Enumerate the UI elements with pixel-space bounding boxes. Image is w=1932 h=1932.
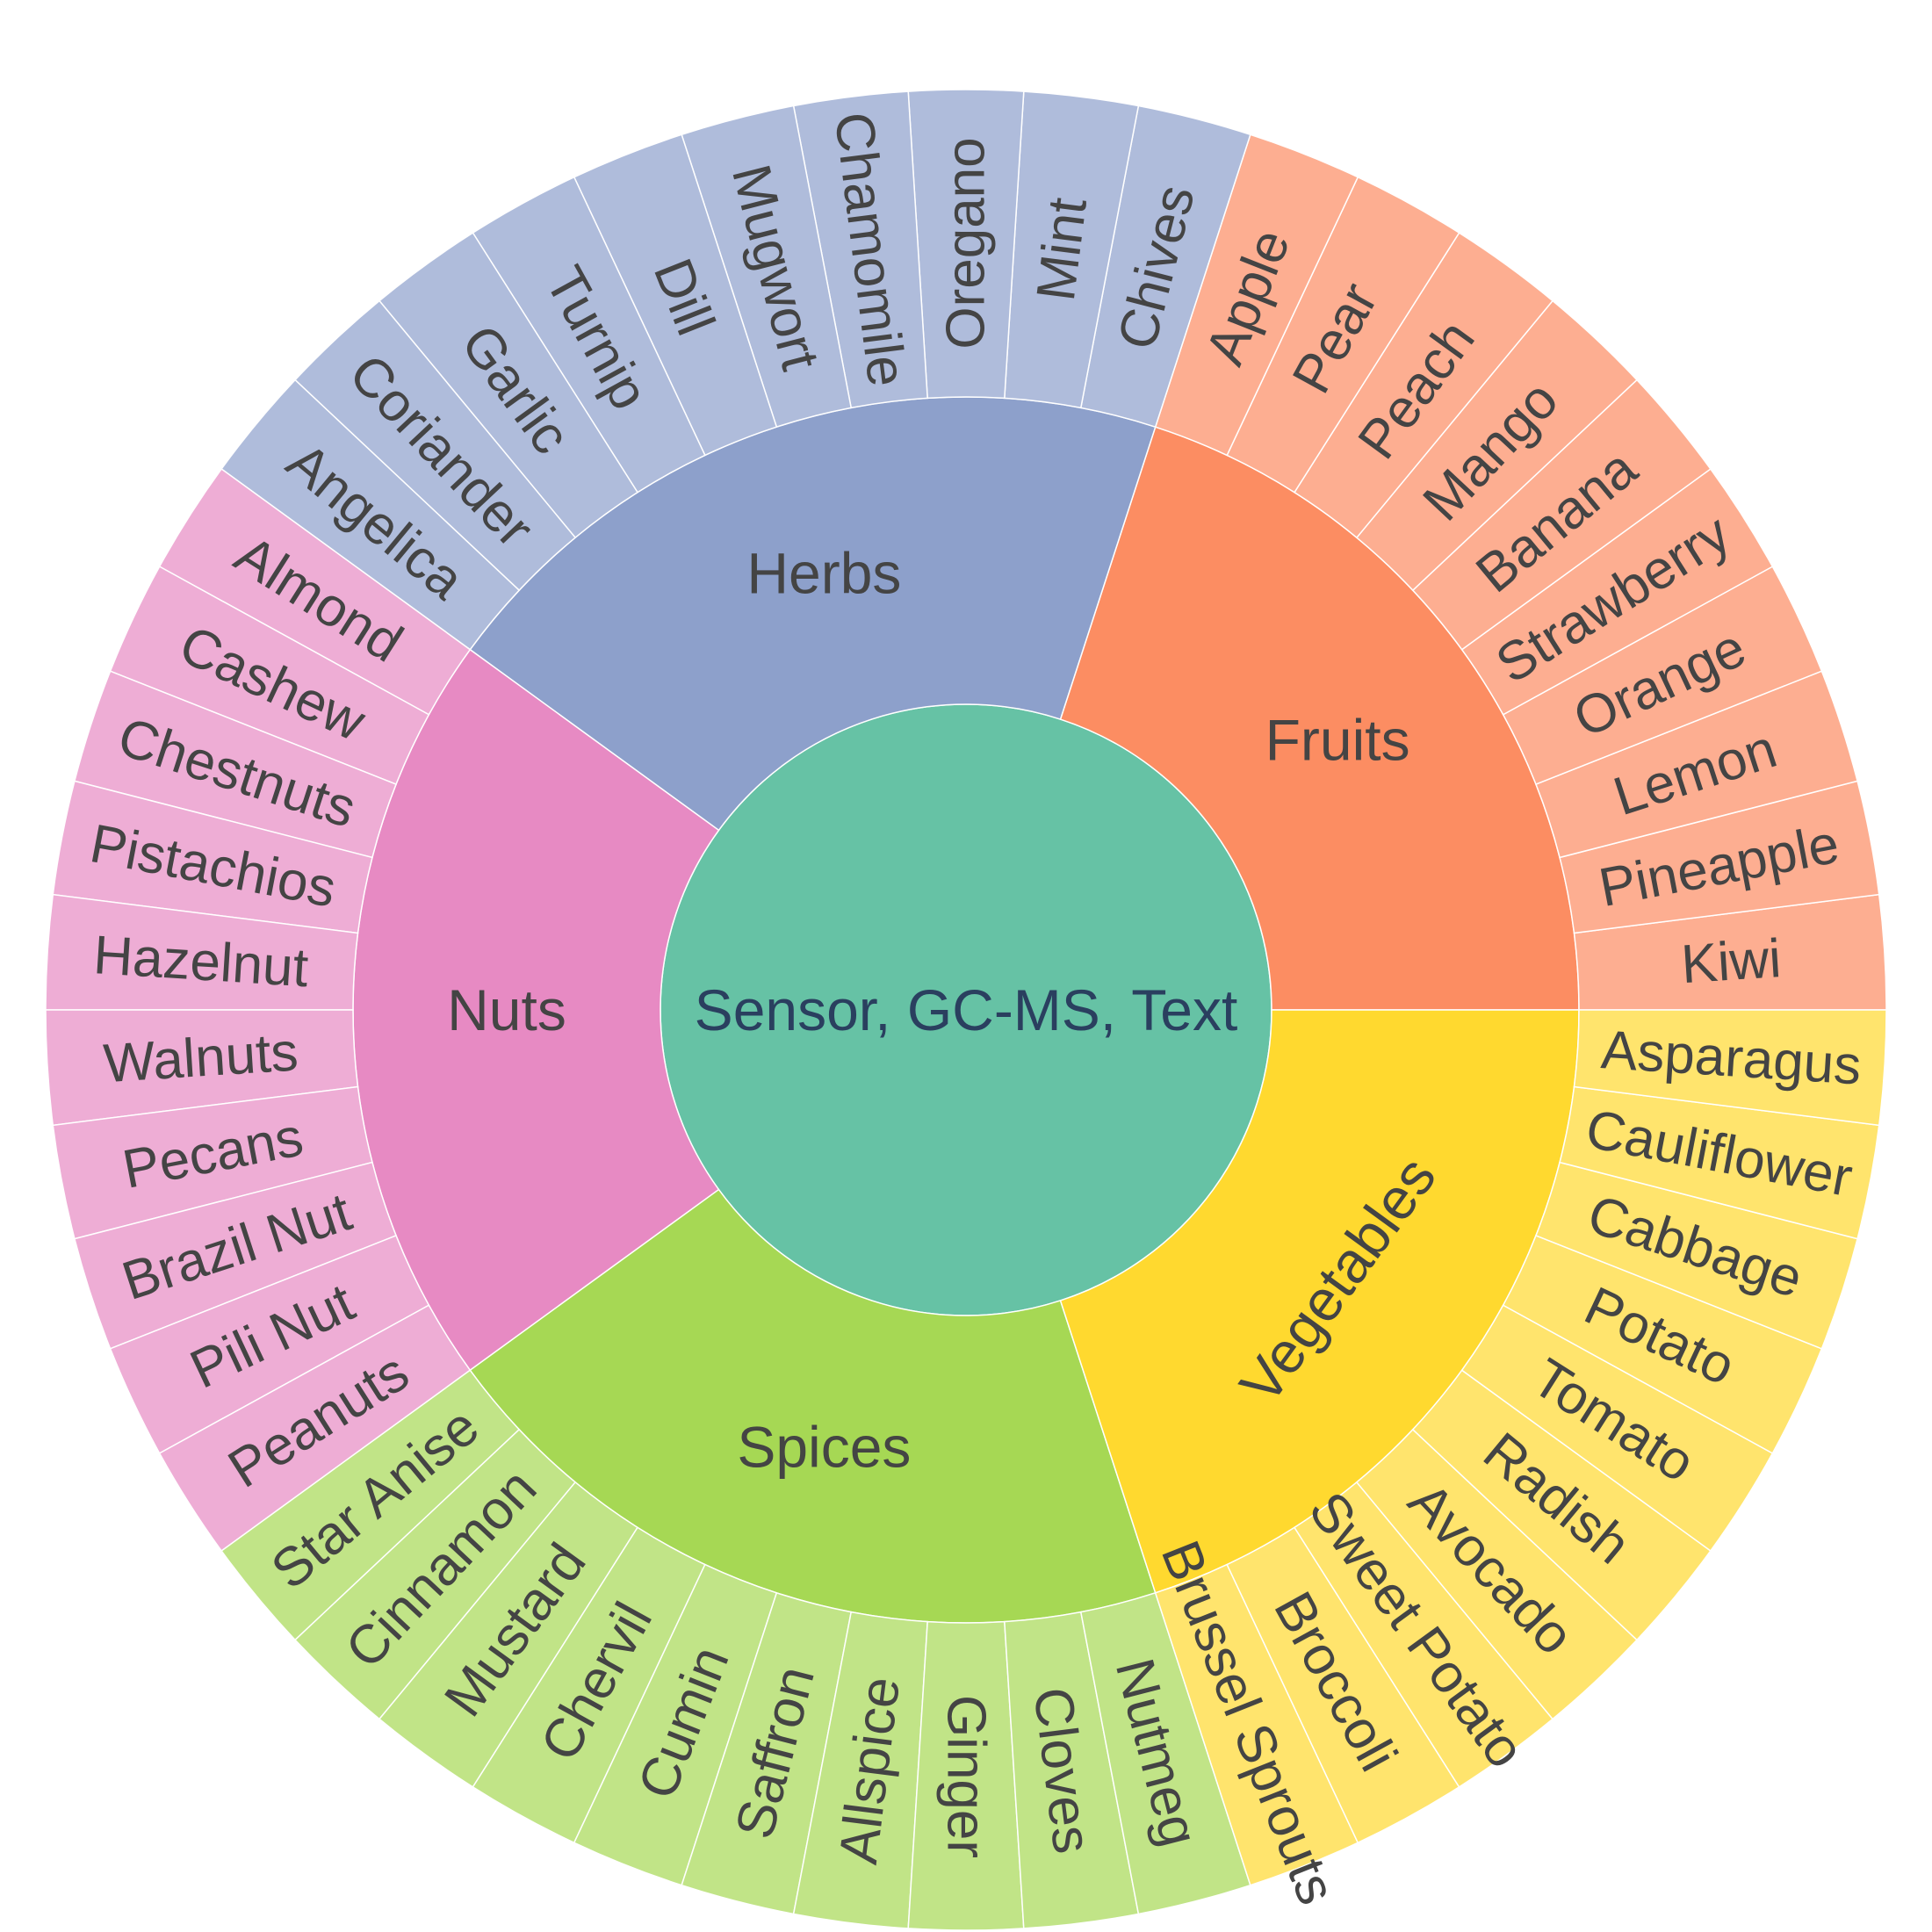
center-node[interactable]: Sensor, GC-MS, Text <box>660 703 1272 1316</box>
category-label-herbs: Herbs <box>746 541 901 606</box>
leaf-label-kiwi: Kiwi <box>1679 928 1783 995</box>
leaf-label-mint: Mint <box>1026 194 1099 304</box>
leaf-label-walnuts: Walnuts <box>102 1021 300 1094</box>
leaf-label-oregano: Oregano <box>936 137 997 349</box>
center-label: Sensor, GC-MS, Text <box>695 977 1238 1042</box>
category-label-fruits: Fruits <box>1265 708 1410 773</box>
category-label-spices: Spices <box>737 1414 911 1479</box>
leaf-ring: KiwiPineappleLemonOrangeStrawberryBanana… <box>45 89 1887 1931</box>
leaf-label-ginger: Ginger <box>936 1695 997 1858</box>
leaf-sector-asparagus[interactable] <box>1573 1009 1887 1127</box>
category-label-nuts: Nuts <box>447 977 566 1042</box>
leaf-label-hazelnut: Hazelnut <box>91 925 310 998</box>
